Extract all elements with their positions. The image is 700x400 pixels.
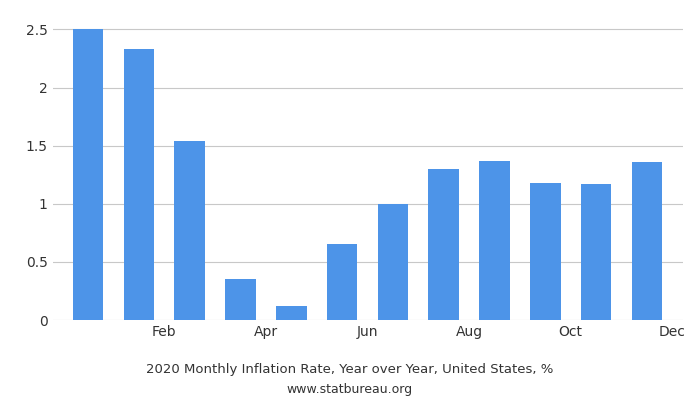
Text: www.statbureau.org: www.statbureau.org [287, 384, 413, 396]
Bar [428, 169, 459, 320]
Bar [327, 244, 357, 320]
Bar [124, 49, 154, 320]
Bar [225, 279, 256, 320]
Bar [378, 204, 408, 320]
Bar [73, 30, 104, 320]
Bar [631, 162, 662, 320]
Bar [581, 184, 611, 320]
Bar [480, 161, 510, 320]
Text: 2020 Monthly Inflation Rate, Year over Year, United States, %: 2020 Monthly Inflation Rate, Year over Y… [146, 364, 554, 376]
Bar [530, 183, 561, 320]
Bar [276, 306, 307, 320]
Bar [174, 141, 205, 320]
